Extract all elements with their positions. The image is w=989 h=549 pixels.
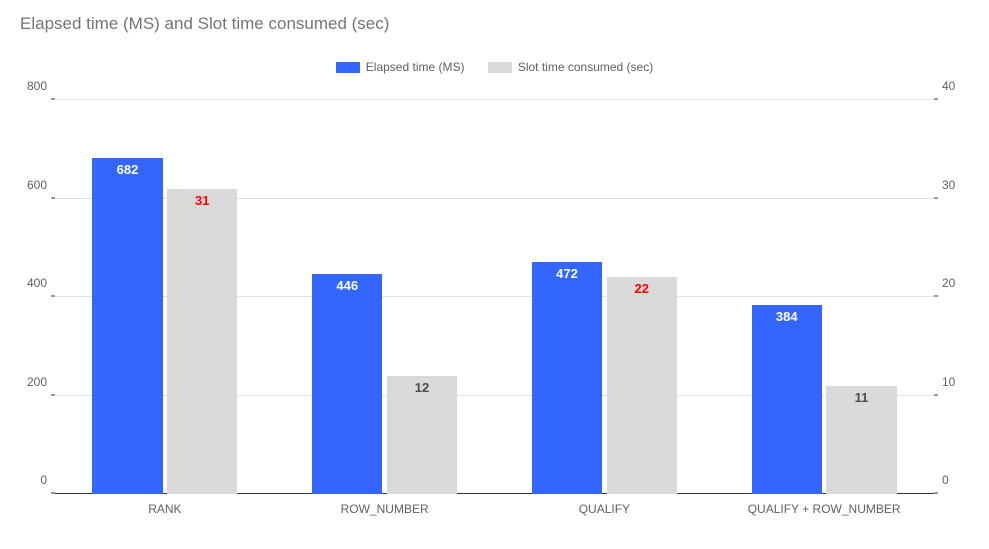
plot-area: 0200400600800010203040RANK68231ROW_NUMBE…	[55, 100, 934, 494]
y-right-tick: 20	[942, 276, 955, 290]
x-category-label: QUALIFY + ROW_NUMBER	[724, 502, 924, 516]
legend-swatch-slot	[488, 62, 512, 73]
y-left-tick-mark	[51, 394, 55, 395]
y-right-tick: 30	[942, 178, 955, 192]
y-left-tick: 400	[27, 276, 47, 290]
y-right-tick-mark	[934, 197, 938, 198]
x-category-label: RANK	[65, 502, 265, 516]
y-right-tick: 0	[942, 473, 949, 487]
legend-swatch-elapsed	[336, 62, 360, 73]
legend-label-slot: Slot time consumed (sec)	[518, 60, 653, 74]
bar-label-slot: 11	[826, 390, 896, 405]
bar-label-elapsed: 682	[92, 162, 162, 177]
legend-item-elapsed: Elapsed time (MS)	[336, 60, 465, 74]
y-right-tick-mark	[934, 99, 938, 100]
bar-slot: 11	[826, 386, 896, 494]
bar-elapsed: 446	[312, 274, 382, 494]
bar-label-elapsed: 446	[312, 278, 382, 293]
bar-elapsed: 682	[92, 158, 162, 494]
bar-elapsed: 472	[532, 262, 602, 494]
y-right-tick-mark	[934, 493, 938, 494]
y-right-tick: 40	[942, 79, 955, 93]
y-left-tick: 600	[27, 178, 47, 192]
bar-label-elapsed: 472	[532, 266, 602, 281]
y-right-tick-mark	[934, 394, 938, 395]
legend-item-slot: Slot time consumed (sec)	[488, 60, 653, 74]
bar-slot: 31	[167, 189, 237, 494]
bar-slot: 22	[607, 277, 677, 494]
bar-label-slot: 22	[607, 281, 677, 296]
bar-label-elapsed: 384	[752, 309, 822, 324]
y-left-tick-mark	[51, 99, 55, 100]
y-left-tick-mark	[51, 296, 55, 297]
y-left-tick-mark	[51, 493, 55, 494]
bar-label-slot: 31	[167, 193, 237, 208]
y-left-tick: 200	[27, 375, 47, 389]
y-right-tick: 10	[942, 375, 955, 389]
x-category-label: QUALIFY	[504, 502, 704, 516]
bar-label-slot: 12	[387, 380, 457, 395]
legend-label-elapsed: Elapsed time (MS)	[366, 60, 465, 74]
x-category-label: ROW_NUMBER	[285, 502, 485, 516]
legend: Elapsed time (MS) Slot time consumed (se…	[0, 60, 989, 76]
bar-elapsed: 384	[752, 305, 822, 494]
y-left-tick: 800	[27, 79, 47, 93]
bar-slot: 12	[387, 376, 457, 494]
y-left-tick: 0	[40, 473, 47, 487]
y-right-tick-mark	[934, 296, 938, 297]
chart-title: Elapsed time (MS) and Slot time consumed…	[20, 14, 389, 34]
y-left-tick-mark	[51, 197, 55, 198]
gridline	[55, 99, 934, 100]
